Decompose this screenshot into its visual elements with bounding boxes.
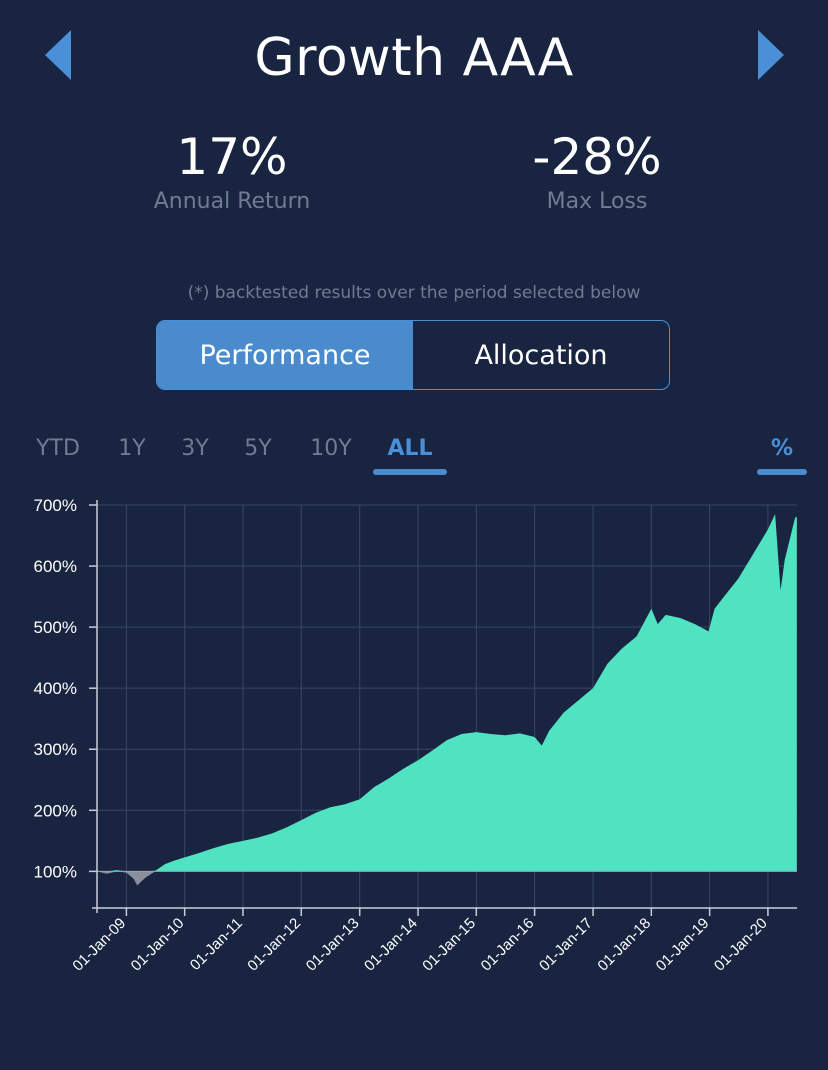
x-tick-label: 01-Jan-18 <box>594 915 654 975</box>
y-tick-label: 600% <box>34 557 77 576</box>
range-selected-underline <box>373 469 447 475</box>
x-tick-label: 01-Jan-20 <box>711 915 771 975</box>
annual-return-label: Annual Return <box>153 189 311 214</box>
annual-return-stat: 17% Annual Return <box>82 128 382 216</box>
max-loss-stat: -28% Max Loss <box>447 128 747 216</box>
x-tick-label: 01-Jan-13 <box>303 915 363 975</box>
max-loss-value: -28% <box>532 128 662 186</box>
tab-allocation[interactable]: Allocation <box>474 339 608 371</box>
range-5y[interactable]: 5Y <box>244 436 272 461</box>
x-tick-label: 01-Jan-16 <box>478 915 538 975</box>
page-title: Growth AAA <box>254 28 574 88</box>
x-tick-label: 01-Jan-09 <box>69 915 129 975</box>
percent-toggle[interactable]: % <box>770 436 794 461</box>
y-tick-label: 200% <box>34 801 77 820</box>
y-tick-label: 700% <box>34 496 77 515</box>
next-arrow-icon[interactable] <box>758 30 784 80</box>
x-tick-label: 01-Jan-10 <box>128 915 188 975</box>
y-tick-label: 100% <box>34 862 77 881</box>
max-loss-label: Max Loss <box>546 189 648 214</box>
tab-performance[interactable]: Performance <box>157 321 413 389</box>
view-segmented-control: Performance Allocation <box>156 320 670 390</box>
performance-chart-svg: 100%200%300%400%500%600%700%01-Jan-0901-… <box>34 496 797 975</box>
percent-toggle-underline <box>757 469 807 475</box>
range-ytd[interactable]: YTD <box>36 436 80 461</box>
range-3y[interactable]: 3Y <box>181 436 209 461</box>
previous-arrow-icon[interactable] <box>45 30 71 80</box>
y-tick-label: 400% <box>34 679 77 698</box>
x-tick-label: 01-Jan-19 <box>653 915 713 975</box>
range-all[interactable]: ALL <box>387 436 433 461</box>
performance-chart: 100% 200% 300% 400% 500% 600% 700% 01-Jan-09 01-… <box>0 495 828 1070</box>
range-1y[interactable]: 1Y <box>118 436 146 461</box>
y-tick-label: 300% <box>34 740 77 759</box>
y-tick-label: 500% <box>34 618 77 637</box>
x-tick-label: 01-Jan-14 <box>361 915 421 975</box>
x-tick-label: 01-Jan-15 <box>419 915 479 975</box>
backtest-note: (*) backtested results over the period s… <box>187 283 641 303</box>
negative-area <box>97 871 797 886</box>
x-tick-label: 01-Jan-11 <box>187 915 246 974</box>
growth-area <box>97 514 797 872</box>
x-tick-label: 01-Jan-12 <box>244 915 304 975</box>
annual-return-value: 17% <box>176 128 288 186</box>
x-tick-label: 01-Jan-17 <box>536 915 596 975</box>
range-10y[interactable]: 10Y <box>310 436 352 461</box>
range-selector: YTD 1Y 3Y 5Y 10Y ALL % <box>0 436 828 480</box>
